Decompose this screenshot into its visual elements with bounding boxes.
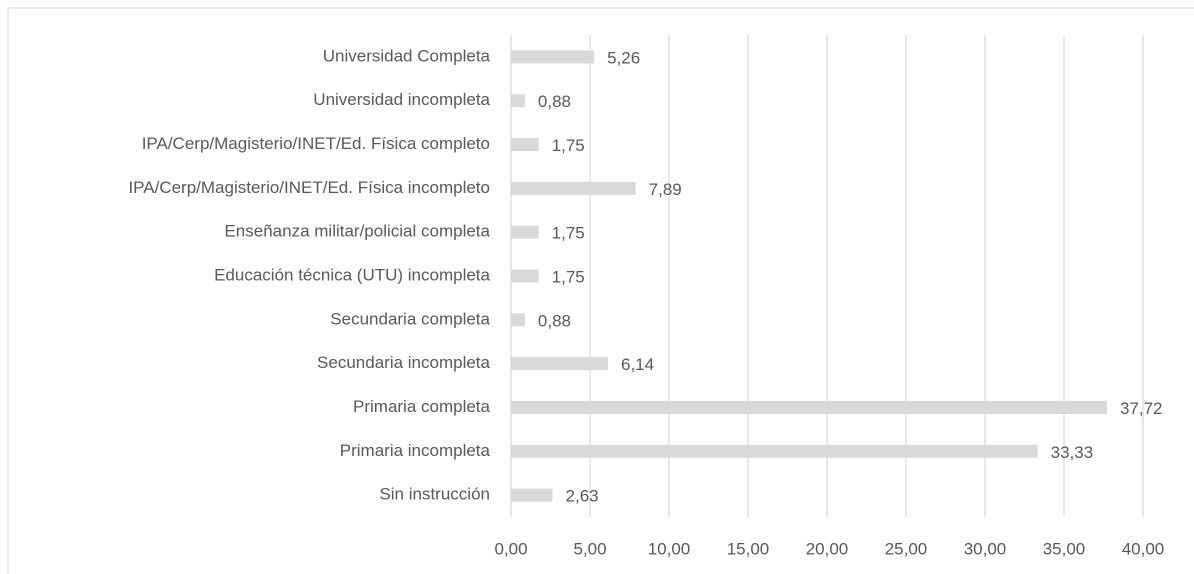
bar — [511, 488, 553, 502]
x-tick-label: 15,00 — [727, 539, 770, 558]
x-tick-label: 10,00 — [648, 539, 691, 558]
x-tick-label: 20,00 — [806, 539, 849, 558]
bar — [511, 181, 636, 195]
bar — [511, 225, 539, 239]
y-tick-label: Educación técnica (UTU) incompleta — [214, 265, 490, 284]
x-tick-label: 35,00 — [1043, 539, 1086, 558]
bar — [511, 138, 539, 152]
x-tick-label: 5,00 — [573, 539, 606, 558]
value-label: 7,89 — [649, 180, 682, 199]
bar — [511, 50, 595, 64]
bar — [511, 357, 609, 371]
value-label: 1,75 — [552, 224, 585, 243]
y-tick-label: Secundaria completa — [330, 309, 490, 328]
y-tick-label: Enseñanza militar/policial completa — [224, 222, 490, 241]
x-tick-label: 0,00 — [494, 539, 527, 558]
value-label: 0,88 — [538, 311, 571, 330]
y-tick-label: Primaria incompleta — [340, 441, 491, 460]
bar — [511, 444, 1038, 458]
y-tick-label: Universidad Completa — [323, 46, 491, 65]
x-tick-label: 30,00 — [964, 539, 1007, 558]
y-tick-label: IPA/Cerp/Magisterio/INET/Ed. Física inco… — [128, 178, 490, 197]
chart-frame — [7, 7, 1194, 574]
y-tick-label: Universidad incompleta — [313, 90, 490, 109]
value-label: 5,26 — [607, 48, 640, 67]
bar — [511, 269, 539, 283]
y-tick-label: Primaria completa — [353, 397, 491, 416]
x-tick-label: 40,00 — [1122, 539, 1165, 558]
y-tick-label: IPA/Cerp/Magisterio/INET/Ed. Física comp… — [142, 134, 490, 153]
y-tick-label: Secundaria incompleta — [317, 353, 490, 372]
value-label: 1,75 — [552, 267, 585, 286]
value-label: 37,72 — [1120, 399, 1163, 418]
value-label: 33,33 — [1051, 443, 1094, 462]
value-label: 0,88 — [538, 92, 571, 111]
bar — [511, 400, 1107, 414]
value-label: 6,14 — [621, 355, 654, 374]
x-tick-label: 25,00 — [885, 539, 928, 558]
y-tick-label: Sin instrucción — [379, 485, 490, 504]
bar — [511, 313, 525, 327]
bar — [511, 94, 525, 108]
value-label: 2,63 — [566, 487, 599, 506]
value-label: 1,75 — [552, 136, 585, 155]
